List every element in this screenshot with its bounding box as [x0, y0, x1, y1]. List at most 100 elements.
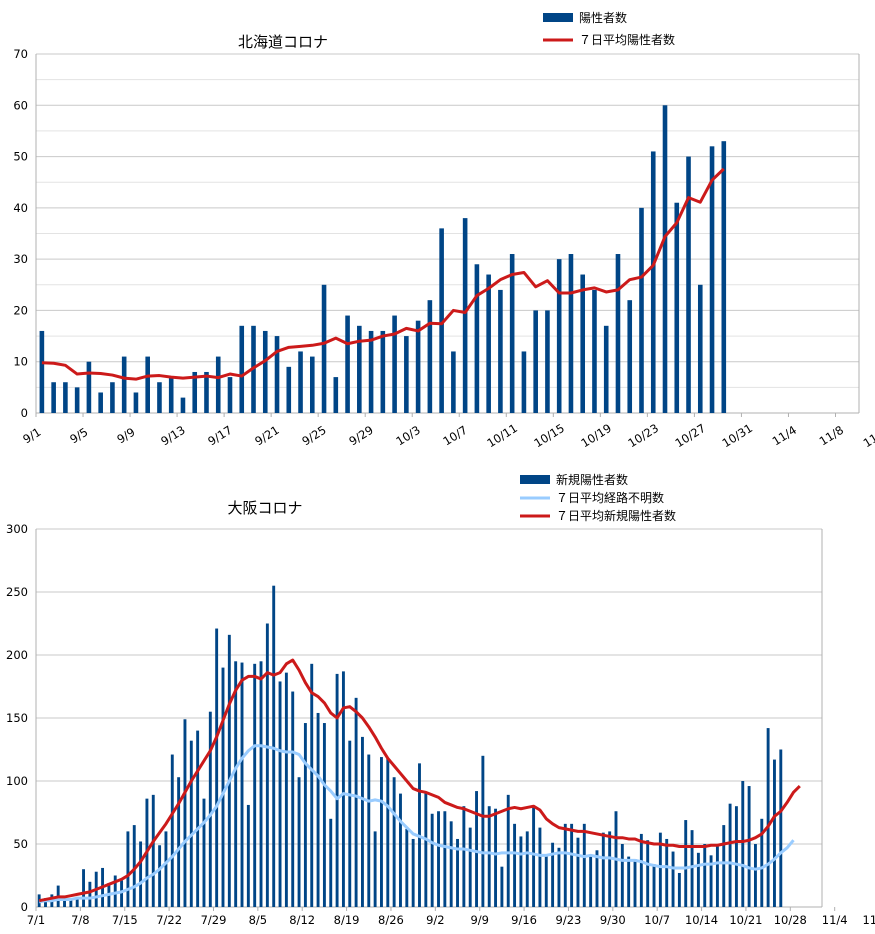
bar — [316, 712, 320, 907]
x-tick-label: 10/7 — [644, 913, 670, 927]
bar — [284, 672, 288, 907]
bar — [168, 377, 174, 413]
y-tick-label: 40 — [13, 201, 28, 215]
x-tick-label: 10/28 — [774, 913, 807, 927]
bar — [196, 730, 200, 907]
bar — [151, 794, 155, 907]
bar — [380, 757, 383, 907]
bar — [183, 719, 187, 907]
series-line — [38, 744, 795, 904]
bar — [589, 856, 593, 907]
x-tick-label: 11/12 — [861, 421, 875, 450]
bar — [399, 793, 402, 907]
bar — [721, 141, 727, 413]
bar — [646, 840, 650, 907]
bar — [494, 808, 498, 907]
y-tick-label: 0 — [21, 406, 28, 420]
y-tick-label: 60 — [13, 98, 28, 112]
bar — [532, 806, 536, 907]
x-tick-label: 10/27 — [673, 421, 709, 450]
osaka-plot: 大阪コロナ 0 50 100 150 200 250 300 7/1 7/8 7/15 7/22 7/2… — [6, 472, 875, 927]
bar — [221, 667, 225, 907]
bar — [204, 371, 209, 413]
bar — [192, 371, 198, 413]
x-tick-label: 8/12 — [289, 913, 315, 927]
bar — [335, 673, 339, 907]
x-tick-label: 11/11 — [862, 913, 875, 927]
bar — [627, 856, 631, 907]
bar — [126, 831, 130, 907]
bar — [354, 697, 358, 907]
chart-title: 北海道コロナ — [238, 33, 328, 51]
bar — [686, 156, 691, 414]
legend-swatch — [543, 13, 573, 22]
chart-title: 大阪コロナ — [227, 499, 302, 517]
bar — [437, 811, 440, 907]
x-tick-label: 9/29 — [346, 423, 375, 449]
bar — [747, 786, 751, 907]
bar — [570, 823, 574, 907]
x-tick-label: 10/19 — [578, 421, 614, 450]
bar — [69, 899, 73, 907]
bar — [380, 330, 386, 413]
bar — [411, 838, 415, 907]
y-tick-label: 0 — [21, 900, 28, 914]
bar — [133, 392, 139, 413]
bar — [322, 723, 326, 907]
bar — [202, 798, 206, 907]
bar — [309, 356, 315, 413]
bar — [259, 661, 263, 907]
x-tick-label: 7/15 — [112, 913, 138, 927]
bar — [234, 661, 238, 907]
bar — [753, 844, 757, 907]
x-tick-label: 9/1 — [20, 425, 43, 447]
bar — [741, 781, 745, 907]
bar — [722, 825, 726, 907]
bar — [189, 740, 193, 907]
bar — [462, 218, 468, 413]
x-tick-label: 9/13 — [158, 423, 187, 449]
bar — [120, 880, 124, 907]
bar — [386, 758, 390, 907]
bar — [88, 881, 92, 907]
bar — [240, 662, 244, 907]
bar — [368, 330, 374, 413]
bar — [253, 663, 257, 907]
x-tick-label: 10/31 — [720, 421, 756, 450]
x-tick-label: 10/23 — [625, 421, 661, 450]
bar — [177, 777, 181, 907]
bar — [265, 623, 269, 907]
bar — [487, 806, 491, 907]
hokkaido-plot: 北海道コロナ 0 10 20 30 40 50 60 70 9/1 9/5 9/9 9/13 9/17 9/… — [13, 10, 875, 450]
y-tick-label: 50 — [13, 150, 28, 164]
bar — [392, 315, 397, 413]
bar — [98, 392, 103, 413]
bar — [297, 777, 301, 907]
bar — [44, 898, 47, 907]
legend-swatch — [520, 475, 550, 484]
bar — [639, 207, 644, 413]
bar — [556, 259, 562, 413]
bar — [652, 864, 656, 907]
bar — [760, 818, 764, 907]
bar — [321, 284, 327, 413]
bar — [145, 356, 150, 413]
bar — [360, 736, 364, 907]
bar — [39, 330, 45, 413]
x-tick-label: 11/4 — [770, 423, 799, 449]
bar — [677, 872, 681, 907]
x-tick-label: 9/5 — [67, 425, 90, 447]
bar — [474, 264, 480, 413]
bar — [580, 274, 586, 413]
bar — [132, 825, 136, 907]
x-tick-label: 9/17 — [205, 423, 234, 449]
y-tick-label: 20 — [13, 303, 28, 317]
bar — [415, 320, 421, 413]
bar — [345, 315, 350, 413]
bar — [665, 838, 669, 907]
legend-label: 陽性者数 — [579, 10, 627, 25]
y-tick-label: 30 — [13, 252, 28, 266]
x-tick-label: 10/14 — [685, 913, 718, 927]
bar — [310, 663, 314, 907]
bar — [110, 382, 115, 413]
